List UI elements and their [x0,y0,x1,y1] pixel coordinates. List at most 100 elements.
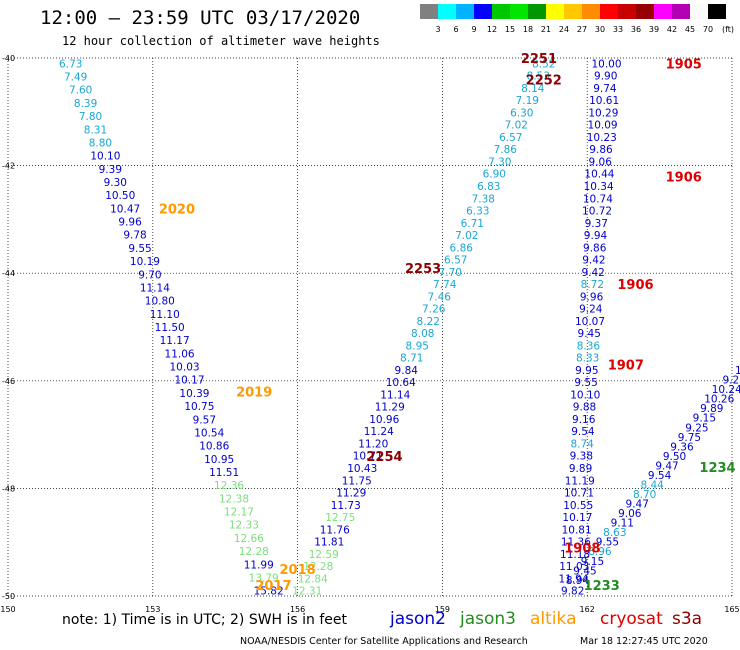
satellite-tracks: 6.737.497.608.397.808.318.8010.109.399.3… [59,58,740,597]
color-scale-label: 42 [666,25,678,34]
color-scale-label: 33 [612,25,624,34]
legend-jason3: jason3 [460,609,516,629]
wave-height-reading: 8.31 [84,124,107,136]
wave-height-reading: 11.81 [314,537,344,549]
wave-height-reading: 8.95 [406,340,429,352]
wave-height-reading: 9.42 [581,267,604,279]
wave-height-reading: 11.73 [331,500,361,512]
pass-time-label: 1234 [699,461,735,476]
wave-height-reading: 10.03 [170,362,200,374]
wave-height-reading: 10.96 [369,414,399,426]
page-subtitle: 12 hour collection of altimeter wave hei… [62,34,380,48]
wave-height-reading: 9.47 [626,499,649,511]
wave-height-reading: 7.86 [494,144,518,156]
wave-height-reading: 9.28 [722,375,740,387]
color-scale-label: 70 [702,25,714,34]
page-title: 12:00 — 23:59 UTC 03/17/2020 [40,7,361,29]
wave-height-reading: 7.02 [505,120,528,132]
map-grid [7,57,733,597]
wave-height-reading: 9.96 [580,291,604,303]
latitude-tick-label: -44 [2,269,15,278]
wave-height-reading: 12.33 [229,520,259,532]
color-swatch [582,4,600,19]
wave-height-reading: 9.42 [582,255,605,267]
color-swatch [528,4,546,19]
wave-height-reading: 10.64 [386,377,416,389]
color-scale-label: 6 [453,25,459,34]
wave-height-reading: 8.71 [400,353,423,365]
legend-cryosat: cryosat [600,609,663,629]
wave-height-reading: 9.95 [575,365,598,377]
wave-height-reading: 8.52 [532,58,555,70]
wave-height-reading: 11.75 [342,475,372,487]
wave-height-reading: 11.99 [244,559,274,571]
wave-height-reading: 9.89 [569,463,592,475]
wave-height-reading: 9.96 [118,217,142,229]
wave-height-reading: 7.74 [433,279,457,291]
wave-height-reading: 7.70 [439,267,462,279]
wave-height-reading: 10.54 [194,427,224,439]
wave-height-reading: 9.50 [663,451,686,463]
wave-height-reading: 8.74 [570,438,594,450]
wave-height-reading: 9.82 [561,586,584,598]
color-swatch [618,4,636,19]
pass-time-labels: 2251 2252 2253 2254 1905 1906 1906 1907 1908 2020… [159,52,736,594]
wave-height-reading: 7.46 [428,291,452,303]
color-swatch [510,4,528,19]
wave-height-reading: 12.28 [303,561,333,573]
color-scale-label: 12 [486,25,498,34]
wave-height-reading: 10.95 [204,454,234,466]
wave-height-reading: 6.30 [510,107,533,119]
wave-height-reading: 9.15 [581,556,604,568]
wave-height-reading: 7.38 [472,193,495,205]
color-swatch [456,4,474,19]
wave-height-reading: 9.86 [589,144,613,156]
wave-height-reading: 9.37 [585,218,608,230]
color-scale-label: 15 [504,25,516,34]
color-swatch [474,4,492,19]
color-swatch [492,4,510,19]
wave-height-reading: 6.86 [450,242,474,254]
color-scale-label: 39 [648,25,660,34]
wave-height-reading: 10.47 [110,203,140,215]
wave-height-reading: 9.25 [685,422,708,434]
wave-height-reading: 9.36 [670,441,694,453]
legend-altika: altika [530,609,577,629]
pass-time-label: 1906 [666,170,702,185]
wave-height-reading: 7.19 [516,95,539,107]
wave-height-reading: 8.70 [633,489,656,501]
wave-height-reading: 9.55 [128,243,151,255]
pass-time-label: 2254 [366,450,402,465]
color-swatch [636,4,654,19]
wave-height-reading: 10.80 [145,296,175,308]
track-1234: 109.2810.2410.269.899.159.259.759.369.50… [566,365,740,587]
latitude-tick-label: -42 [2,162,15,171]
wave-height-reading: 9.39 [99,164,122,176]
wave-height-reading: 10.81 [562,524,592,536]
wave-height-reading: 11.29 [375,402,405,414]
wave-height-reading: 11.24 [364,426,394,438]
longitude-tick-label: 162 [580,605,595,614]
wave-height-reading: 6.33 [466,206,489,218]
wave-height-reading: 10.71 [564,488,594,500]
color-scale-label: 9 [471,25,477,34]
track-1906: 10.009.909.7410.6110.2910.0910.239.869.0… [558,58,621,597]
color-swatch [672,4,690,19]
wave-height-reading: 9.45 [578,328,601,340]
wave-height-reading: 12.31 [292,586,322,598]
wave-height-reading: 11.19 [565,475,595,487]
color-swatch [420,4,438,19]
wave-height-reading: 9.94 [584,230,608,242]
latitude-tick-label: -40 [2,54,15,63]
wave-height-reading: 6.57 [499,132,522,144]
wave-height-reading: 6.83 [477,181,500,193]
wave-height-reading: 8.96 [588,546,612,558]
wave-height-reading: 10.43 [347,463,377,475]
color-swatch [546,4,564,19]
wave-height-reading: 10.19 [130,256,160,268]
map-axes: 150 153 156 159 162 165 -40 -42 -44 -46 -48 -50 [0,54,739,614]
color-scale-label: 45 [684,25,696,34]
wave-height-reading: 9.86 [583,242,607,254]
wave-height-reading: 9.70 [138,269,161,281]
